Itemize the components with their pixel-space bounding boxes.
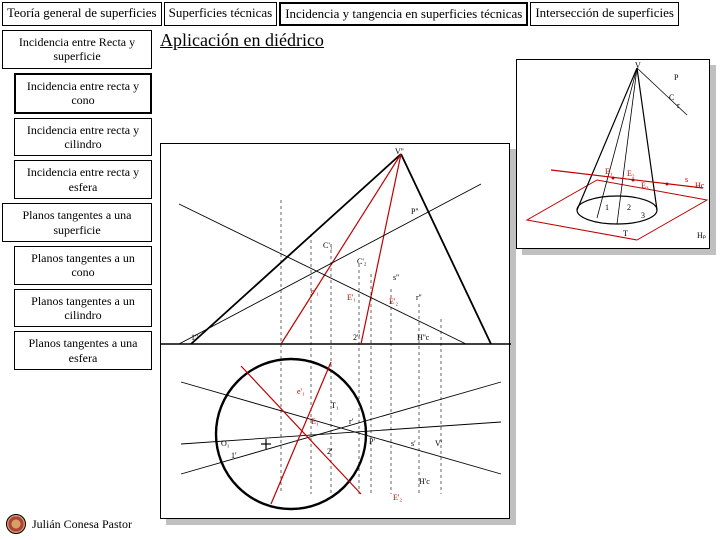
content-area: Aplicación en diédrico bbox=[160, 30, 716, 510]
figure-area: V P C r E₁ E₂ E₃ s Hc 1 2 3 T Hₚ bbox=[160, 59, 716, 519]
svg-text:r: r bbox=[677, 101, 680, 110]
content-title: Aplicación en diédrico bbox=[160, 30, 716, 51]
sidebar: Incidencia entre Recta y superficie Inci… bbox=[2, 30, 152, 370]
sidebar-planos-cono[interactable]: Planos tangentes a un cono bbox=[14, 246, 152, 285]
svg-text:E'₂: E'₂ bbox=[393, 493, 402, 502]
svg-text:C: C bbox=[669, 93, 674, 102]
svg-text:H'c: H'c bbox=[419, 477, 430, 486]
sidebar-planos-superficie[interactable]: Planos tangentes a una superficie bbox=[2, 203, 152, 242]
tab-superficies-tecnicas[interactable]: Superficies técnicas bbox=[164, 2, 278, 26]
svg-text:P: P bbox=[674, 73, 679, 82]
footer: Julián Conesa Pastor bbox=[6, 514, 132, 534]
svg-text:V: V bbox=[635, 61, 641, 70]
svg-text:1'': 1'' bbox=[191, 333, 198, 342]
tab-interseccion[interactable]: Intersección de superficies bbox=[530, 2, 679, 26]
svg-text:C'₁: C'₁ bbox=[323, 241, 333, 250]
svg-text:Hc: Hc bbox=[695, 181, 705, 190]
seal-icon bbox=[6, 514, 26, 534]
svg-text:V'': V'' bbox=[395, 147, 404, 156]
svg-text:C'₂: C'₂ bbox=[357, 257, 367, 266]
svg-text:T: T bbox=[623, 229, 628, 238]
svg-text:2': 2' bbox=[327, 447, 333, 456]
svg-text:3: 3 bbox=[641, 211, 645, 220]
sidebar-planos-esfera[interactable]: Planos tangentes a una esfera bbox=[14, 331, 152, 370]
tab-teoria-general[interactable]: Teoría general de superficies bbox=[2, 2, 162, 26]
svg-text:E'₂: E'₂ bbox=[389, 297, 398, 306]
figure-right: V P C r E₁ E₂ E₃ s Hc 1 2 3 T Hₚ bbox=[516, 59, 710, 249]
svg-text:Hₚ: Hₚ bbox=[697, 231, 706, 240]
svg-text:V': V' bbox=[435, 439, 443, 448]
svg-text:r': r' bbox=[349, 417, 354, 426]
svg-text:e'₁: e'₁ bbox=[297, 387, 305, 396]
svg-text:E₃: E₃ bbox=[641, 181, 649, 190]
sidebar-recta-cono[interactable]: Incidencia entre recta y cono bbox=[14, 73, 152, 114]
svg-text:P'': P'' bbox=[411, 207, 419, 216]
svg-text:2: 2 bbox=[627, 203, 631, 212]
svg-text:r'': r'' bbox=[416, 293, 422, 302]
svg-text:T₁: T₁ bbox=[331, 401, 339, 410]
svg-text:E₁: E₁ bbox=[311, 417, 319, 426]
svg-text:e'₁: e'₁ bbox=[311, 287, 319, 296]
author-name: Julián Conesa Pastor bbox=[32, 517, 132, 532]
svg-text:H''c: H''c bbox=[417, 333, 430, 342]
svg-text:E'₁: E'₁ bbox=[347, 293, 356, 302]
svg-text:2'': 2'' bbox=[353, 333, 360, 342]
svg-text:s'': s'' bbox=[393, 273, 400, 282]
svg-text:s: s bbox=[685, 175, 688, 184]
sidebar-recta-superficie[interactable]: Incidencia entre Recta y superficie bbox=[2, 30, 152, 69]
svg-text:1': 1' bbox=[231, 451, 237, 460]
sidebar-recta-cilindro[interactable]: Incidencia entre recta y cilindro bbox=[14, 118, 152, 157]
svg-text:O₁: O₁ bbox=[221, 439, 230, 448]
svg-text:E₂: E₂ bbox=[627, 169, 635, 178]
top-nav: Teoría general de superficies Superficie… bbox=[0, 0, 720, 28]
svg-text:P': P' bbox=[369, 437, 375, 446]
sidebar-recta-esfera[interactable]: Incidencia entre recta y esfera bbox=[14, 160, 152, 199]
sidebar-planos-cilindro[interactable]: Planos tangentes a un cilindro bbox=[14, 289, 152, 328]
tab-incidencia-tangencia[interactable]: Incidencia y tangencia en superficies té… bbox=[279, 2, 528, 26]
svg-text:1: 1 bbox=[605, 203, 609, 212]
figure-left: V'' P'' C'₁ C'₂ s'' e'₁ E'₁ E'₂ r'' 1'' … bbox=[160, 143, 510, 519]
svg-text:s': s' bbox=[411, 439, 416, 448]
svg-text:E₁: E₁ bbox=[605, 167, 613, 176]
